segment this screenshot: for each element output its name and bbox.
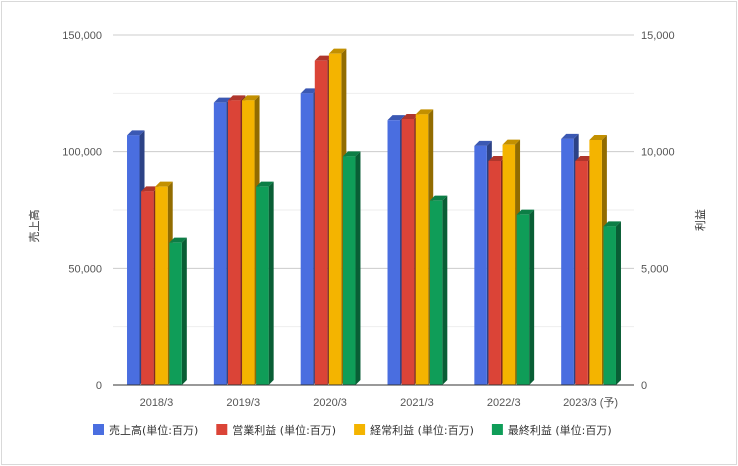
bar-top xyxy=(342,151,361,157)
bar-top xyxy=(575,156,593,161)
bar-front xyxy=(474,145,487,385)
bar-side xyxy=(442,195,448,385)
left-axis-ticks: 0 50,000 100,000 150,000 xyxy=(62,30,102,392)
bar-top xyxy=(429,195,448,201)
legend-swatch xyxy=(93,424,104,435)
bar-front xyxy=(575,161,588,385)
bar-front xyxy=(561,138,574,385)
x-tick-label: 2018/3 xyxy=(140,397,174,409)
bar-front xyxy=(169,242,182,385)
bar xyxy=(169,237,187,385)
bar-front xyxy=(213,102,227,386)
x-tick-label: 2020/3 xyxy=(313,397,347,409)
right-tick-label: 10,000 xyxy=(641,147,675,159)
bar-side xyxy=(355,151,361,385)
legend-item: 経常利益 (単位:百万) xyxy=(354,423,474,437)
x-tick-label: 2019/3 xyxy=(226,397,260,409)
bar-front xyxy=(488,161,501,385)
grid-lines xyxy=(113,34,634,328)
bar-top xyxy=(256,181,274,187)
legend-item: 最終利益 (単位:百万) xyxy=(491,423,612,437)
bar-front xyxy=(127,135,140,385)
bar-top xyxy=(300,88,319,94)
bar xyxy=(256,181,274,385)
bar-top xyxy=(502,139,521,145)
bar xyxy=(603,221,621,385)
bar-front xyxy=(502,144,516,385)
bar-top xyxy=(127,130,145,136)
bar-front xyxy=(342,156,356,385)
legend-item: 売上高(単位:百万) xyxy=(93,423,198,437)
bar-top xyxy=(589,135,607,140)
bar-top xyxy=(155,181,173,187)
bar-front xyxy=(314,60,328,386)
bar-front xyxy=(141,191,154,385)
bar-side xyxy=(615,221,621,385)
bar xyxy=(429,195,448,385)
legend-label: 営業利益 (単位:百万) xyxy=(232,423,336,437)
bar xyxy=(342,151,361,385)
legend-label: 経常利益 (単位:百万) xyxy=(370,423,474,437)
legend-label: 売上高(単位:百万) xyxy=(109,423,198,437)
bar-front xyxy=(387,120,401,386)
bar-side xyxy=(268,181,274,385)
bar-top xyxy=(516,209,535,215)
right-tick-label: 0 xyxy=(641,380,647,392)
bar-front xyxy=(589,140,602,385)
bar-top xyxy=(227,95,246,101)
left-tick-label: 0 xyxy=(96,380,102,392)
bar-top xyxy=(169,237,187,243)
right-axis-title: 利益 xyxy=(693,209,707,231)
bar-front xyxy=(401,119,415,385)
bar-top xyxy=(213,97,232,103)
x-tick-label: 2021/3 xyxy=(400,397,434,409)
bar-front xyxy=(155,186,168,385)
bar-front xyxy=(242,100,255,385)
legend-label: 最終利益 (単位:百万) xyxy=(508,423,612,437)
bar-top xyxy=(387,115,406,121)
x-tick-label: 2022/3 xyxy=(487,397,521,409)
right-axis-ticks: 0 5,000 10,000 15,000 xyxy=(641,30,675,392)
bar-front xyxy=(603,226,616,385)
bar-front xyxy=(516,214,530,385)
bar-front xyxy=(429,200,443,385)
bar-front xyxy=(256,186,269,385)
right-tick-label: 5,000 xyxy=(641,263,669,275)
x-tick-label: 2023/3 (予) xyxy=(563,396,618,409)
bar-front xyxy=(328,53,342,386)
bar-top xyxy=(401,114,420,119)
bar-side xyxy=(529,209,535,385)
legend-swatch xyxy=(216,424,228,435)
bar-top xyxy=(328,48,347,54)
bar-top xyxy=(474,140,492,146)
legend-item: 営業利益 (単位:百万) xyxy=(216,423,336,437)
bar-top xyxy=(603,221,621,227)
right-tick-label: 15,000 xyxy=(641,30,675,42)
left-axis-title: 売上高 xyxy=(27,210,41,243)
left-tick-label: 150,000 xyxy=(62,30,102,42)
left-tick-label: 50,000 xyxy=(68,263,102,275)
bar xyxy=(516,209,535,385)
legend: 売上高(単位:百万) 営業利益 (単位:百万) 経常利益 (単位:百万) 最終利益 (… xyxy=(93,423,612,437)
bar-side xyxy=(181,237,187,385)
bar-top xyxy=(415,109,434,115)
legend-swatch xyxy=(354,424,366,435)
bars xyxy=(127,48,621,386)
bar-front xyxy=(300,93,314,385)
bar-top xyxy=(242,95,260,101)
left-tick-label: 100,000 xyxy=(62,147,102,159)
bar-top xyxy=(314,55,333,61)
x-axis-ticks: 2018/3 2019/3 2020/3 2021/3 2022/3 2023/3 (予) xyxy=(140,396,619,409)
bar-top xyxy=(488,156,506,161)
legend-swatch xyxy=(491,424,503,435)
bar-front xyxy=(227,100,241,385)
bar-top xyxy=(141,186,159,192)
bar-front xyxy=(415,114,429,385)
bar-top xyxy=(561,133,579,139)
